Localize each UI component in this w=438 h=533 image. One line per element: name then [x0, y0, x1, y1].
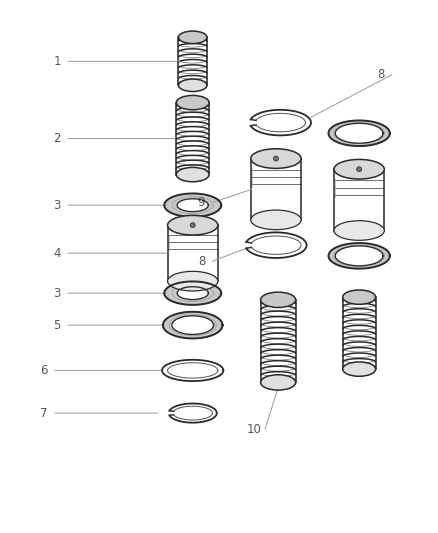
Polygon shape — [164, 281, 221, 305]
Ellipse shape — [334, 221, 384, 240]
Ellipse shape — [357, 167, 362, 172]
Ellipse shape — [343, 290, 376, 304]
Text: 2: 2 — [53, 132, 61, 145]
Text: 4: 4 — [53, 247, 61, 260]
Ellipse shape — [261, 292, 296, 308]
Polygon shape — [177, 199, 208, 212]
Polygon shape — [328, 120, 390, 146]
Text: 1: 1 — [53, 55, 61, 68]
Text: 10: 10 — [247, 423, 261, 435]
Ellipse shape — [261, 375, 296, 390]
Polygon shape — [167, 225, 218, 281]
Ellipse shape — [251, 149, 301, 168]
Text: 3: 3 — [53, 199, 60, 212]
Polygon shape — [335, 123, 383, 143]
Polygon shape — [172, 316, 214, 334]
Polygon shape — [164, 193, 221, 217]
Ellipse shape — [178, 31, 207, 44]
Text: 7: 7 — [40, 407, 48, 419]
Ellipse shape — [334, 159, 384, 179]
Ellipse shape — [176, 167, 209, 182]
Ellipse shape — [167, 271, 218, 291]
Text: 6: 6 — [40, 364, 48, 377]
Ellipse shape — [190, 223, 195, 228]
Text: 8: 8 — [378, 68, 385, 81]
Ellipse shape — [251, 210, 301, 230]
Ellipse shape — [178, 79, 207, 92]
Text: 9: 9 — [198, 196, 205, 209]
Polygon shape — [334, 169, 384, 230]
Text: 5: 5 — [53, 319, 60, 332]
Polygon shape — [335, 246, 383, 266]
Polygon shape — [251, 159, 301, 220]
Text: 3: 3 — [53, 287, 60, 300]
Ellipse shape — [273, 156, 279, 161]
Polygon shape — [163, 312, 223, 338]
Ellipse shape — [176, 95, 209, 110]
Ellipse shape — [167, 215, 218, 235]
Text: 8: 8 — [198, 255, 205, 268]
Polygon shape — [177, 287, 208, 300]
Ellipse shape — [343, 362, 376, 376]
Polygon shape — [328, 243, 390, 269]
